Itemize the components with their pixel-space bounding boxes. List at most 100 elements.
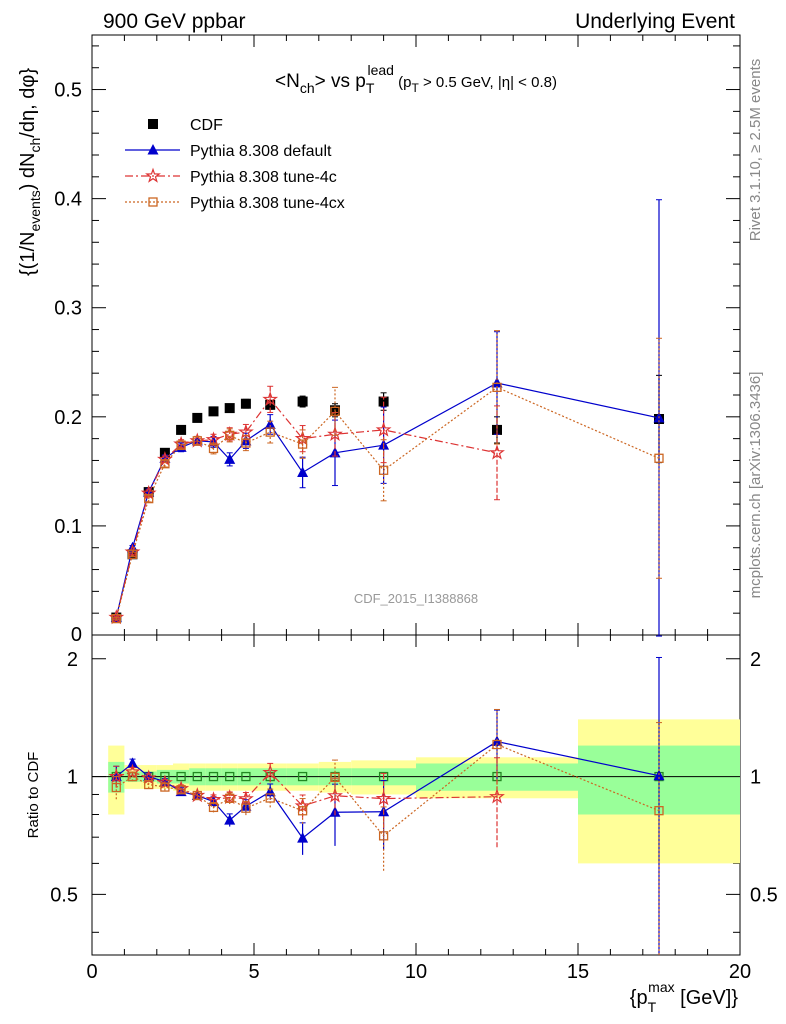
cdf-ratio-point bbox=[192, 771, 202, 782]
x-tick-label: 20 bbox=[729, 961, 751, 983]
y-tick-label: 0 bbox=[71, 624, 82, 646]
pythia-8-308-tune-4cx-point bbox=[378, 465, 389, 475]
pythia-8-308-tune-4cx-line bbox=[115, 386, 660, 619]
legend-marker-pythia-8-308-tune-4cx bbox=[148, 197, 158, 207]
x-tick-label: 10 bbox=[405, 961, 427, 983]
pythia-8-308-tune-4cx-point bbox=[297, 439, 308, 449]
pythia-8-308-tune-4cx-point bbox=[127, 549, 138, 559]
cdf-point bbox=[176, 424, 187, 435]
pythia-8-308-default-ratio-point bbox=[224, 814, 236, 825]
pythia-8-308-tune-4c-ratio-point bbox=[489, 788, 505, 804]
watermark: CDF_2015_I1388868 bbox=[354, 591, 478, 606]
pythia-8-308-tune-4c-ratio-point bbox=[375, 790, 392, 806]
pythia-8-308-tune-4cx-ratio-point bbox=[378, 831, 389, 841]
cdf-ratio-point bbox=[208, 771, 219, 782]
pythia-8-308-tune-4cx-ratio-point bbox=[241, 803, 251, 813]
pythia-8-308-tune-4cx-ratio-point bbox=[192, 790, 202, 801]
pythia-8-308-tune-4c-point bbox=[262, 391, 279, 407]
mcplots-label: mcplots.cern.ch [arXiv:1306.3436] bbox=[747, 372, 764, 599]
main-series bbox=[108, 199, 665, 637]
ratio-series bbox=[108, 656, 665, 955]
cdf-ratio-point bbox=[297, 771, 308, 782]
pythia-8-308-tune-4c-point bbox=[375, 421, 392, 437]
pythia-8-308-tune-4cx-point bbox=[176, 440, 186, 450]
ratio-tick-label: 2 bbox=[750, 649, 761, 671]
pythia-8-308-default-point bbox=[264, 418, 276, 429]
pythia-8-308-default-ratio-point bbox=[297, 832, 309, 843]
pythia-8-308-default-ratio-point bbox=[127, 757, 138, 768]
pythia-8-308-tune-4cx-point bbox=[111, 613, 121, 624]
pythia-8-308-tune-4c-line bbox=[115, 398, 498, 618]
ratio-tick-label: 0.5 bbox=[50, 884, 78, 906]
ratio-tick-label: 2 bbox=[67, 649, 78, 671]
pythia-8-308-tune-4c-point bbox=[489, 444, 505, 460]
pythia-8-308-tune-4cx-ratio-point bbox=[225, 793, 235, 803]
pythia-8-308-tune-4cx-point bbox=[160, 459, 170, 469]
pythia-8-308-tune-4cx-point bbox=[225, 430, 235, 441]
pythia-8-308-tune-4cx-ratio-point bbox=[160, 782, 170, 792]
cdf-point bbox=[378, 396, 389, 407]
pythia-8-308-tune-4c-point bbox=[327, 425, 343, 441]
pythia-8-308-tune-4cx-ratio-point bbox=[208, 802, 219, 813]
ratio-tick-label: 1 bbox=[750, 767, 761, 789]
legend-label-pythia-8-308-tune-4cx: Pythia 8.308 tune-4cx bbox=[190, 195, 345, 212]
cdf-ratio-point bbox=[225, 771, 235, 782]
pythia-8-308-default-point bbox=[297, 466, 309, 477]
plot-title: <Nch> vs pTlead (pT > 0.5 GeV, |η| < 0.8… bbox=[275, 62, 557, 96]
legend: CDF Pythia 8.308 default Pythia 8.308 tune… bbox=[125, 117, 345, 212]
cdf-point bbox=[297, 396, 308, 407]
legend-label-pythia-8-308-tune-4c: Pythia 8.308 tune-4c bbox=[190, 169, 337, 186]
pythia-8-308-tune-4cx-point bbox=[192, 436, 202, 446]
pythia-8-308-tune-4cx-ratio-point bbox=[176, 785, 186, 795]
legend-marker-pythia-8-308-tune-4c bbox=[145, 167, 161, 183]
pythia-8-308-tune-4c-ratio-point bbox=[262, 764, 279, 780]
pythia-8-308-tune-4cx-ratio-point bbox=[265, 793, 275, 803]
header-right: Underlying Event bbox=[575, 10, 735, 33]
legend-marker-pythia-8-308-default bbox=[147, 144, 159, 155]
legend-label-cdf: CDF bbox=[190, 117, 223, 134]
x-axis-label: {pTmax [GeV]} bbox=[630, 979, 739, 1015]
cdf-point bbox=[224, 403, 235, 414]
pythia-8-308-tune-4cx-ratio-point bbox=[492, 739, 502, 750]
pythia-8-308-tune-4cx-point bbox=[265, 427, 275, 437]
header-left: 900 GeV ppbar bbox=[103, 10, 245, 33]
pythia-8-308-tune-4cx-point bbox=[492, 382, 502, 393]
pythia-8-308-tune-4cx-point bbox=[144, 493, 154, 504]
pythia-8-308-default-point bbox=[224, 453, 236, 464]
pythia-8-308-tune-4c-ratio-point bbox=[327, 787, 343, 803]
cdf-point bbox=[192, 412, 203, 423]
cdf-point bbox=[208, 406, 219, 417]
pythia-8-308-tune-4cx-point bbox=[654, 453, 664, 463]
x-tick-label: 5 bbox=[248, 961, 259, 983]
y-tick-label: 0.2 bbox=[54, 407, 82, 429]
pythia-8-308-tune-4cx-point bbox=[330, 406, 340, 417]
ratio-tick-label: 1 bbox=[67, 767, 78, 789]
ratio-tick-label: 0.5 bbox=[750, 884, 778, 906]
pythia-8-308-tune-4cx-ratio-point bbox=[144, 779, 154, 790]
pythia-8-308-tune-4cx-ratio-point bbox=[330, 772, 340, 783]
cdf-point bbox=[240, 398, 251, 409]
pythia-8-308-tune-4cx-ratio-point bbox=[297, 806, 308, 816]
pythia-8-308-tune-4c-point bbox=[237, 423, 254, 439]
y-tick-label: 0.1 bbox=[54, 516, 82, 538]
ratio-axis-label: Ratio to CDF bbox=[25, 752, 42, 839]
pythia-8-308-tune-4cx-point bbox=[208, 443, 219, 454]
pythia-8-308-tune-4cx-ratio-point bbox=[111, 782, 121, 793]
cdf-ratio-point bbox=[241, 771, 251, 782]
legend-label-pythia-8-308-default: Pythia 8.308 default bbox=[190, 143, 332, 160]
pythia-8-308-tune-4c-ratio-point bbox=[294, 797, 311, 813]
y-tick-label: 0.4 bbox=[54, 189, 82, 211]
pythia-8-308-tune-4cx-point bbox=[241, 438, 251, 448]
x-tick-label: 15 bbox=[567, 961, 589, 983]
pythia-8-308-tune-4c-ratio-point bbox=[124, 763, 141, 779]
pythia-8-308-tune-4c-point bbox=[205, 431, 222, 447]
pythia-8-308-tune-4cx-ratio-point bbox=[654, 806, 664, 816]
rivet-label: Rivet 3.1.10, ≥ 2.5M events bbox=[747, 59, 764, 242]
pythia-8-308-tune-4cx-ratio-point bbox=[127, 771, 138, 782]
axis-ticks: 0 5 10 15 20 0.1 0.2 0.3 0.4 0.5 0 0.5 0.5 1 1 2 2 bbox=[50, 35, 778, 983]
y-tick-label: 0.3 bbox=[54, 298, 82, 320]
y-axis-label: {(1/Nevents) dNch/dη, dφ} bbox=[17, 68, 43, 276]
y-tick-label: 0.5 bbox=[54, 80, 82, 102]
x-tick-label: 0 bbox=[86, 961, 97, 983]
